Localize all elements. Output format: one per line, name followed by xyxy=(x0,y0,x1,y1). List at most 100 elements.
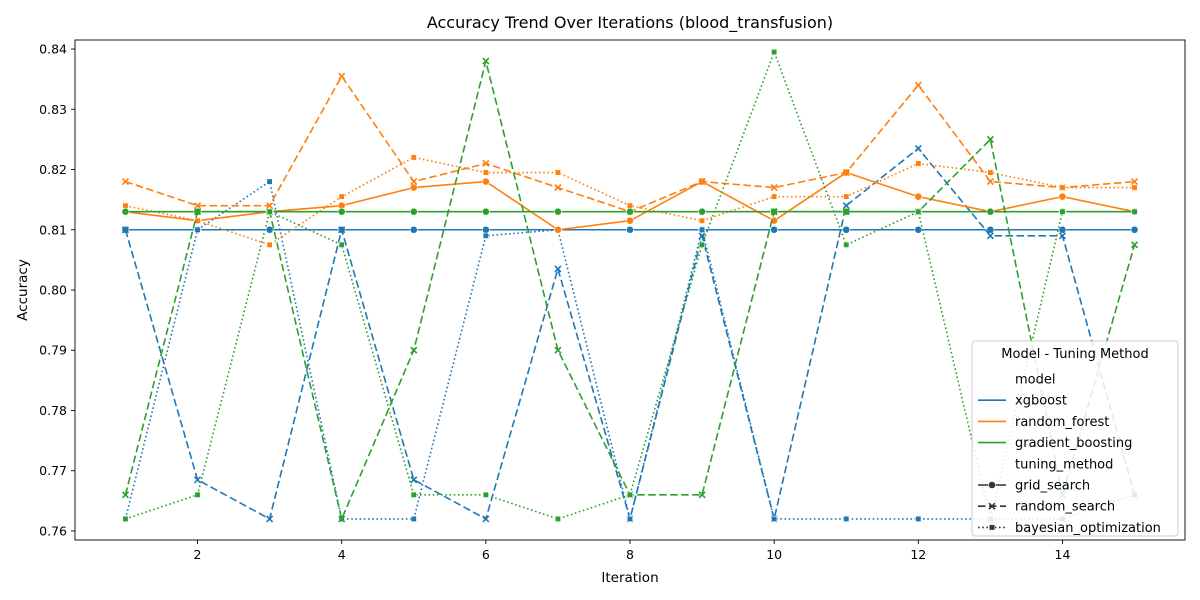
data-point xyxy=(266,515,274,523)
legend-marker xyxy=(988,481,996,489)
data-point xyxy=(482,515,490,523)
data-point xyxy=(986,207,995,216)
data-point xyxy=(482,169,489,176)
data-point xyxy=(770,225,779,234)
data-point xyxy=(626,207,634,216)
data-point xyxy=(338,241,345,248)
series-line xyxy=(124,180,1135,520)
legend: Model - Tuning Method model xgboost random_… xyxy=(971,340,1179,537)
data-point xyxy=(1130,178,1139,186)
data-point xyxy=(986,135,994,143)
data-point xyxy=(770,208,778,216)
data-point xyxy=(843,515,850,522)
data-point xyxy=(122,515,129,522)
data-point xyxy=(193,208,202,216)
legend-box xyxy=(971,340,1179,537)
data-point xyxy=(1058,192,1067,201)
y-tick-label: 0.81 xyxy=(39,222,67,237)
data-point xyxy=(842,202,850,210)
data-point xyxy=(699,217,706,224)
data-point xyxy=(1131,208,1138,215)
data-point xyxy=(627,202,633,209)
data-point xyxy=(770,184,778,192)
data-point xyxy=(554,515,561,522)
y-tick-label: 0.76 xyxy=(39,523,67,538)
data-point xyxy=(915,208,922,215)
data-point xyxy=(771,515,778,522)
data-point xyxy=(338,226,346,234)
y-tick-label: 0.77 xyxy=(39,463,67,478)
x-tick-label: 6 xyxy=(482,547,490,562)
data-point xyxy=(698,491,706,499)
y-axis: 0.76 0.77 0.78 0.79 0.80 0.81 0.82 0.83 0.84 xyxy=(39,42,75,538)
data-point xyxy=(482,159,490,168)
data-point xyxy=(914,192,923,201)
data-point xyxy=(193,202,202,210)
data-point xyxy=(771,193,778,200)
legend-item-gradient_boosting: gradient_boosting xyxy=(1015,436,1132,451)
data-point xyxy=(266,178,273,185)
x-tick-label: 4 xyxy=(338,547,346,562)
legend-item-xgboost: xgboost xyxy=(1015,394,1067,409)
data-point xyxy=(842,208,850,216)
data-point xyxy=(337,207,346,216)
data-point xyxy=(410,491,417,498)
data-point xyxy=(410,515,417,522)
series-random_forest-bayesian_optimization xyxy=(122,154,1138,248)
data-point xyxy=(915,160,922,167)
data-point xyxy=(1059,184,1066,191)
legend-item-random_forest: random_forest xyxy=(1015,415,1109,430)
data-point xyxy=(915,515,922,522)
y-tick-label: 0.83 xyxy=(39,102,67,117)
data-point xyxy=(194,226,201,233)
data-point xyxy=(481,177,490,186)
data-point xyxy=(193,476,202,484)
data-point xyxy=(986,178,994,186)
data-point xyxy=(842,225,851,234)
y-tick-label: 0.82 xyxy=(39,162,67,177)
data-point xyxy=(1058,232,1067,240)
data-point xyxy=(266,202,274,210)
data-point xyxy=(410,476,418,484)
data-point xyxy=(482,491,489,498)
data-point xyxy=(914,144,922,152)
data-point xyxy=(121,491,130,499)
data-point xyxy=(410,178,418,186)
data-point xyxy=(266,241,273,248)
data-point xyxy=(482,57,490,65)
data-point xyxy=(698,178,706,186)
data-point xyxy=(554,184,562,192)
legend-marker xyxy=(988,502,996,510)
data-point xyxy=(770,216,779,225)
x-tick-label: 10 xyxy=(766,547,782,562)
data-point xyxy=(338,515,346,523)
data-point xyxy=(1131,184,1138,191)
data-point xyxy=(121,207,130,216)
data-point xyxy=(338,193,345,200)
data-point xyxy=(986,225,995,234)
y-tick-label: 0.79 xyxy=(39,343,67,358)
data-point xyxy=(409,225,418,234)
data-point xyxy=(1059,208,1066,215)
data-point xyxy=(843,193,850,200)
data-point xyxy=(1058,225,1067,234)
data-point xyxy=(699,226,706,233)
data-point xyxy=(338,72,346,80)
data-point xyxy=(554,207,562,216)
legend-item-random_search: random_search xyxy=(1015,500,1115,515)
data-point xyxy=(481,207,490,216)
data-point xyxy=(122,202,129,209)
legend-marker xyxy=(989,524,995,531)
data-point xyxy=(627,491,633,498)
x-tick-label: 12 xyxy=(910,547,926,562)
data-point xyxy=(914,225,923,234)
data-point xyxy=(626,216,634,225)
data-point xyxy=(554,169,561,176)
data-point xyxy=(986,232,994,240)
data-point xyxy=(842,168,850,177)
legend-title: Model - Tuning Method xyxy=(1001,347,1148,362)
data-point xyxy=(409,183,418,192)
data-point xyxy=(771,49,778,55)
x-axis: 2 4 6 8 10 12 14 xyxy=(194,540,1070,562)
data-point xyxy=(194,217,201,224)
